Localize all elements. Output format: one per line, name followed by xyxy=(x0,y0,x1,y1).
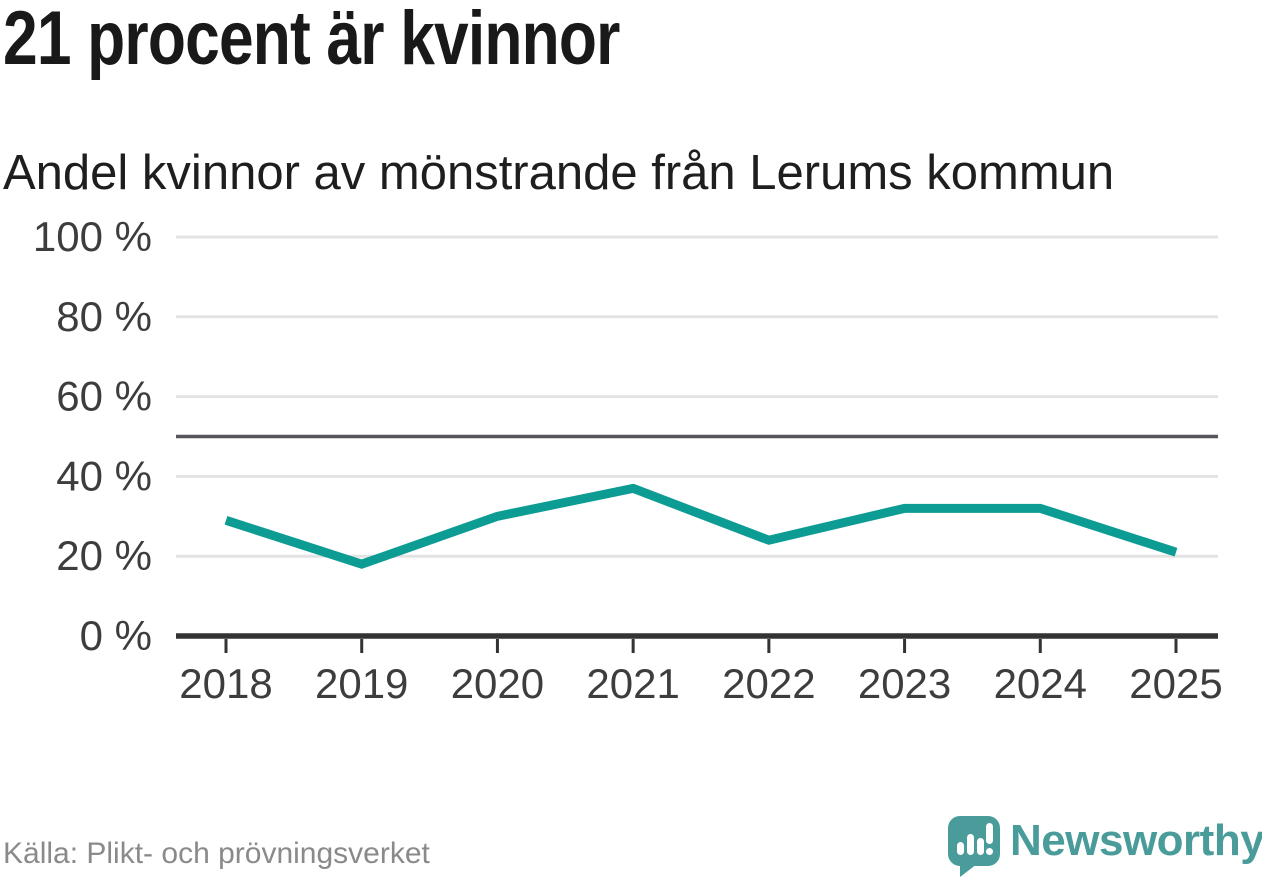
y-axis-tick-label: 0 % xyxy=(80,612,152,659)
x-axis-tick-label: 2025 xyxy=(1129,660,1222,707)
source-label: Källa: Plikt- och prövningsverket xyxy=(3,837,430,870)
icon-exclamation-dot xyxy=(986,848,993,855)
x-axis-tick-label: 2020 xyxy=(451,660,544,707)
data-line xyxy=(224,483,1178,569)
chart-subtitle: Andel kvinnor av mönstrande från Lerums … xyxy=(3,146,1115,200)
icon-bar-3 xyxy=(977,838,984,855)
icon-bubble-tail xyxy=(960,864,977,877)
y-axis-tick-label: 80 % xyxy=(56,293,152,340)
y-axis-tick-label: 100 % xyxy=(33,213,152,260)
icon-exclamation-bar xyxy=(986,823,993,844)
x-axis-tick-label: 2024 xyxy=(994,660,1087,707)
x-axis-tick-label: 2022 xyxy=(722,660,815,707)
icon-bar-2 xyxy=(967,834,974,855)
x-axis-tick-label: 2019 xyxy=(315,660,408,707)
icon-bar-1 xyxy=(957,842,964,855)
x-axis-tick-label: 2021 xyxy=(586,660,679,707)
chart-title: 21 procent är kvinnor xyxy=(3,0,620,81)
y-axis-tick-label: 20 % xyxy=(56,532,152,579)
newsworthy-bubble-chart-icon xyxy=(948,816,1000,877)
x-axis-tick-label: 2018 xyxy=(179,660,272,707)
newsworthy-logo: Newsworthy xyxy=(948,816,1262,877)
y-axis-tick-label: 40 % xyxy=(56,452,152,499)
x-axis-tick-label: 2023 xyxy=(858,660,951,707)
brand-wordmark: Newsworthy xyxy=(1010,816,1262,865)
y-axis-tick-label: 60 % xyxy=(56,373,152,420)
